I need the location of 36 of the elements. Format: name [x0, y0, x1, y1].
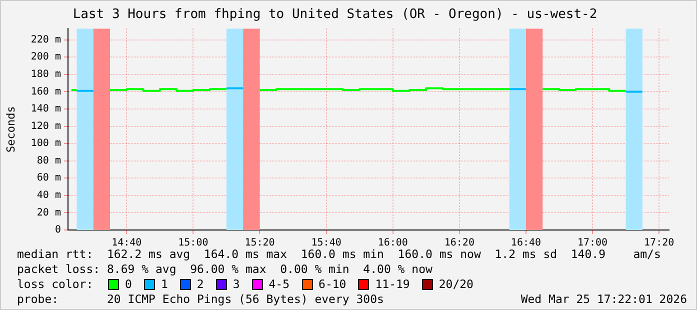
x-tick-label: 16:40 — [510, 238, 542, 249]
text: 6-10 — [318, 277, 346, 292]
text: 0 — [125, 277, 132, 292]
x-tick-label: 15:40 — [311, 238, 342, 249]
text: 20/20 — [438, 277, 474, 292]
text: loss color: — [17, 277, 94, 292]
y-tick-label: 40 m — [36, 190, 61, 202]
y-tick-label: 120 m — [30, 120, 61, 132]
y-tick-label: 160 m — [30, 86, 61, 98]
y-tick-label: 180 m — [30, 69, 61, 80]
text: 11-19 — [375, 277, 410, 292]
y-tick-label: 60 m — [36, 172, 61, 184]
text: packet loss: 8.69 % avg 96.00 % max 0.00 % min 4.00 % now — [17, 262, 434, 277]
y-tick-label: 20 m — [36, 207, 61, 218]
y-tick-label: 140 m — [30, 104, 61, 115]
y-axis-title: Seconds — [4, 106, 18, 152]
y-tick-label: 100 m — [30, 138, 61, 150]
text: 2 — [196, 277, 204, 292]
text: Wed Mar 25 17:22:01 2026 — [520, 292, 687, 307]
y-tick-label: 220 m — [30, 34, 61, 46]
text: 3 — [232, 277, 240, 292]
x-tick-label: 15:20 — [244, 238, 275, 249]
x-tick-label: 15:00 — [178, 238, 208, 249]
chart-title: Last 3 Hours from fhping to United States (OR - Oregon) - us-west-2 — [72, 7, 598, 22]
text: probe: 20 ICMP Echo Pings (56 Bytes) every 300s — [17, 292, 384, 307]
x-tick-label: 14:40 — [112, 238, 142, 249]
x-tick-label: 17:20 — [644, 238, 674, 249]
text: 1 — [160, 277, 168, 292]
x-tick-label: 17:00 — [577, 238, 608, 249]
x-tick-label: 16:00 — [378, 238, 408, 249]
y-tick-label: 80 m — [36, 155, 61, 166]
y-tick-label: 0 — [54, 224, 61, 236]
text: 4-5 — [268, 277, 290, 292]
x-tick-label: 16:20 — [444, 238, 474, 249]
y-tick-label: 200 m — [30, 52, 61, 63]
text: median rtt: 162.2 ms avg 164.0 ms max 160.0 ms min 160.0 ms now 1.2 ms sd 140.9 am/s — [17, 247, 662, 262]
